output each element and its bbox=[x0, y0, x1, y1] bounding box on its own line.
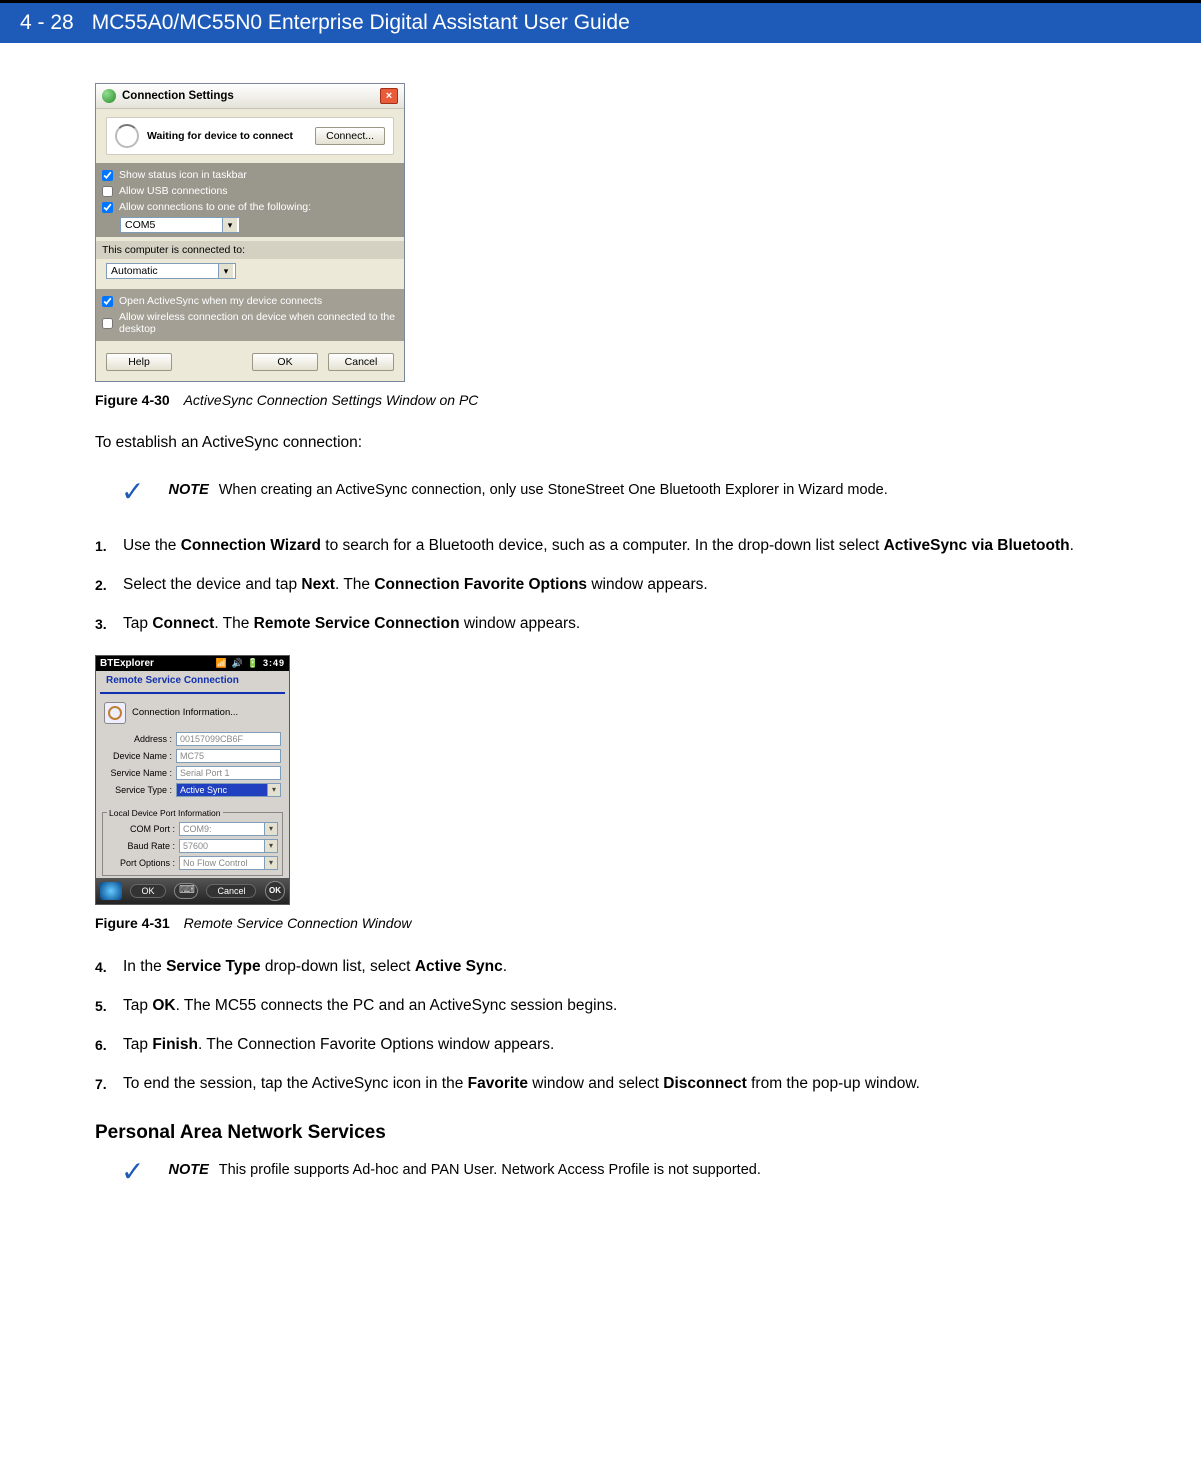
figure-4-31-caption: Figure 4-31 Remote Service Connection Wi… bbox=[95, 915, 1121, 931]
page-header: 4 - 28 MC55A0/MC55N0 Enterprise Digital … bbox=[0, 0, 1201, 43]
baud-rate-field[interactable]: 57600 bbox=[179, 839, 278, 853]
figure-number-2: Figure 4-31 bbox=[95, 915, 170, 931]
magnifier-icon bbox=[104, 702, 126, 724]
checkmark-icon: ✓ bbox=[121, 1158, 144, 1186]
com-port-label: COM Port : bbox=[107, 824, 179, 834]
service-type-combo[interactable]: Active Sync bbox=[176, 783, 281, 797]
chk-usb[interactable] bbox=[102, 186, 113, 197]
checkmark-icon: ✓ bbox=[121, 478, 144, 506]
step-1: Use the Connection Wizard to search for … bbox=[95, 536, 1121, 557]
local-port-legend: Local Device Port Information bbox=[107, 808, 223, 818]
dialog-title: Connection Settings bbox=[122, 90, 234, 102]
connection-info-label: Connection Information... bbox=[132, 707, 238, 718]
chk-status-label: Show status icon in taskbar bbox=[119, 169, 247, 181]
cancel-button[interactable]: Cancel bbox=[328, 353, 394, 371]
waiting-message: Waiting for device to connect bbox=[147, 130, 315, 142]
step-7: To end the session, tap the ActiveSync i… bbox=[95, 1074, 1121, 1095]
volume-icon: 🔊 bbox=[232, 658, 244, 668]
note-text: When creating an ActiveSync connection, … bbox=[219, 482, 888, 498]
figure-4-30-caption: Figure 4-30 ActiveSync Connection Settin… bbox=[95, 392, 1121, 408]
page-content: Connection Settings × Waiting for device… bbox=[0, 43, 1201, 1226]
spinner-icon bbox=[115, 124, 139, 148]
baud-rate-label: Baud Rate : bbox=[107, 841, 179, 851]
page-number: 4 - 28 bbox=[20, 11, 74, 35]
mobile-titlebar: BTExplorer 📶 🔊 🔋 3:49 bbox=[96, 656, 289, 671]
connect-button[interactable]: Connect... bbox=[315, 127, 385, 145]
figure-title: ActiveSync Connection Settings Window on… bbox=[184, 392, 479, 408]
com-port-combo[interactable]: COM5 bbox=[120, 217, 240, 233]
steps-list-2: In the Service Type drop-down list, sele… bbox=[95, 957, 1121, 1095]
keyboard-icon[interactable] bbox=[174, 883, 198, 899]
step-5: Tap OK. The MC55 connects the PC and an … bbox=[95, 996, 1121, 1017]
chk-open-activesync[interactable] bbox=[102, 296, 113, 307]
figure-title-2: Remote Service Connection Window bbox=[184, 915, 412, 931]
step-6: Tap Finish. The Connection Favorite Opti… bbox=[95, 1035, 1121, 1056]
note-1: ✓ NOTE When creating an ActiveSync connec… bbox=[121, 478, 1121, 506]
note-2: ✓ NOTE This profile supports Ad-hoc and P… bbox=[121, 1158, 1121, 1186]
port-options-field[interactable]: No Flow Control bbox=[179, 856, 278, 870]
service-name-label: Service Name : bbox=[104, 768, 176, 778]
service-type-label: Service Type : bbox=[104, 785, 176, 795]
device-name-field[interactable]: MC75 bbox=[176, 749, 281, 763]
clock: 3:49 bbox=[263, 658, 285, 668]
dialog-titlebar: Connection Settings × bbox=[96, 84, 404, 109]
help-button[interactable]: Help bbox=[106, 353, 172, 371]
note-text-2: This profile supports Ad-hoc and PAN Use… bbox=[219, 1162, 761, 1178]
connection-settings-dialog: Connection Settings × Waiting for device… bbox=[95, 83, 405, 382]
chk-wireless-label: Allow wireless connection on device when… bbox=[119, 311, 398, 335]
step-4: In the Service Type drop-down list, sele… bbox=[95, 957, 1121, 978]
mobile-title: BTExplorer bbox=[100, 658, 154, 669]
network-combo[interactable]: Automatic bbox=[106, 263, 236, 279]
step-2: Select the device and tap Next. The Conn… bbox=[95, 575, 1121, 596]
device-name-label: Device Name : bbox=[104, 751, 176, 761]
ok-button[interactable]: OK bbox=[252, 353, 318, 371]
windows-icon[interactable] bbox=[100, 882, 122, 900]
chk-wireless[interactable] bbox=[102, 318, 113, 329]
note-label: NOTE bbox=[168, 482, 208, 498]
chk-open-label: Open ActiveSync when my device connects bbox=[119, 295, 322, 307]
com-port-field[interactable]: COM9: bbox=[179, 822, 278, 836]
connected-to-label: This computer is connected to: bbox=[96, 241, 404, 259]
mobile-subtitle: Remote Service Connection bbox=[100, 671, 285, 694]
step-3: Tap Connect. The Remote Service Connecti… bbox=[95, 614, 1121, 635]
intro-text: To establish an ActiveSync connection: bbox=[95, 434, 1121, 452]
address-field[interactable]: 00157099CB6F bbox=[176, 732, 281, 746]
figure-number: Figure 4-30 bbox=[95, 392, 170, 408]
signal-icon: 📶 bbox=[216, 658, 228, 668]
address-label: Address : bbox=[104, 734, 176, 744]
close-icon[interactable]: × bbox=[380, 88, 398, 104]
waiting-panel: Waiting for device to connect Connect... bbox=[106, 117, 394, 155]
mobile-ok-round[interactable]: OK bbox=[265, 881, 285, 901]
chk-status-icon[interactable] bbox=[102, 170, 113, 181]
pan-services-heading: Personal Area Network Services bbox=[95, 1122, 1121, 1144]
chk-allow-conn[interactable] bbox=[102, 202, 113, 213]
port-options-label: Port Options : bbox=[107, 858, 179, 868]
battery-icon: 🔋 bbox=[247, 658, 259, 668]
chk-usb-label: Allow USB connections bbox=[119, 185, 228, 197]
service-name-field[interactable]: Serial Port 1 bbox=[176, 766, 281, 780]
note-label-2: NOTE bbox=[168, 1162, 208, 1178]
mobile-cancel-button[interactable]: Cancel bbox=[206, 884, 256, 898]
mobile-ok-button[interactable]: OK bbox=[130, 884, 165, 898]
activesync-icon bbox=[102, 89, 116, 103]
btexplorer-dialog: BTExplorer 📶 🔊 🔋 3:49 Remote Service Con… bbox=[95, 655, 290, 905]
local-port-fieldset: Local Device Port Information COM Port :… bbox=[102, 808, 283, 876]
steps-list-1: Use the Connection Wizard to search for … bbox=[95, 536, 1121, 635]
chk-allow-label: Allow connections to one of the followin… bbox=[119, 201, 311, 213]
guide-title: MC55A0/MC55N0 Enterprise Digital Assista… bbox=[92, 11, 630, 35]
